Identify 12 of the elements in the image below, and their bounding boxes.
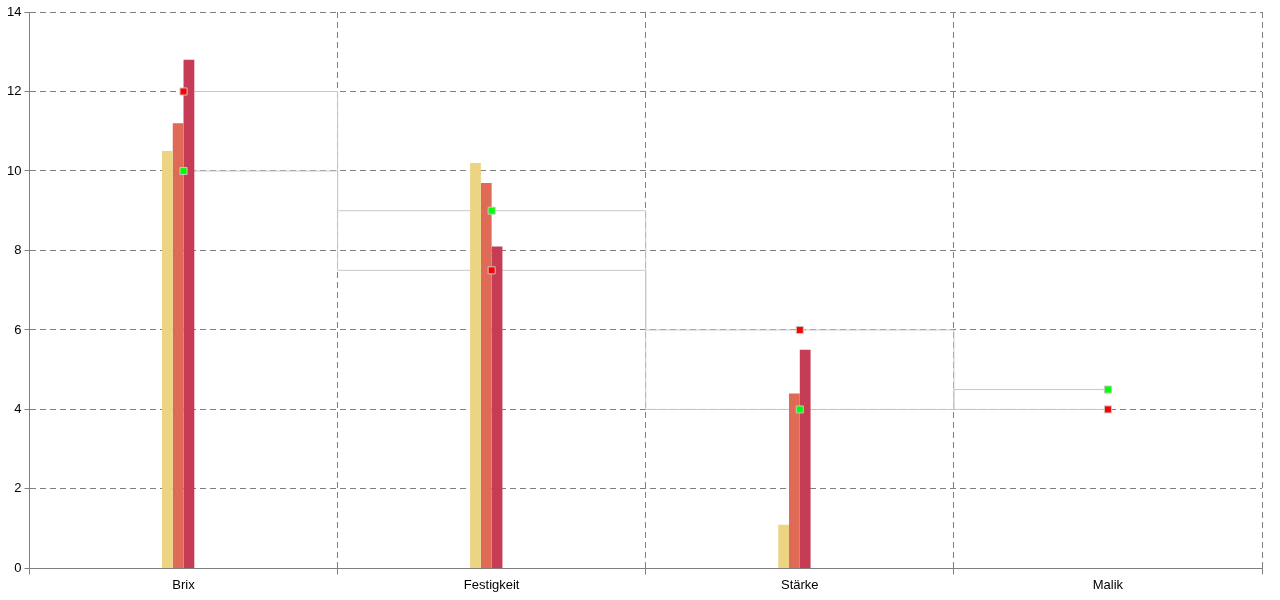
- y-tick-label: 8: [14, 242, 22, 258]
- x-tick-label: Brix: [172, 576, 196, 592]
- x-tick-label: Festigkeit: [463, 576, 520, 592]
- y-tick-label: 14: [6, 3, 22, 19]
- y-tick-label: 2: [14, 480, 22, 496]
- y-tick-label: 10: [6, 162, 22, 178]
- x-tick-label: Stärke: [781, 576, 819, 592]
- y-tick-label: 6: [14, 321, 22, 337]
- y-tick-label: 0: [14, 559, 22, 575]
- y-tick-label: 12: [6, 83, 22, 99]
- y-tick-label: 4: [14, 401, 22, 417]
- x-tick-label: Malik: [1092, 576, 1124, 592]
